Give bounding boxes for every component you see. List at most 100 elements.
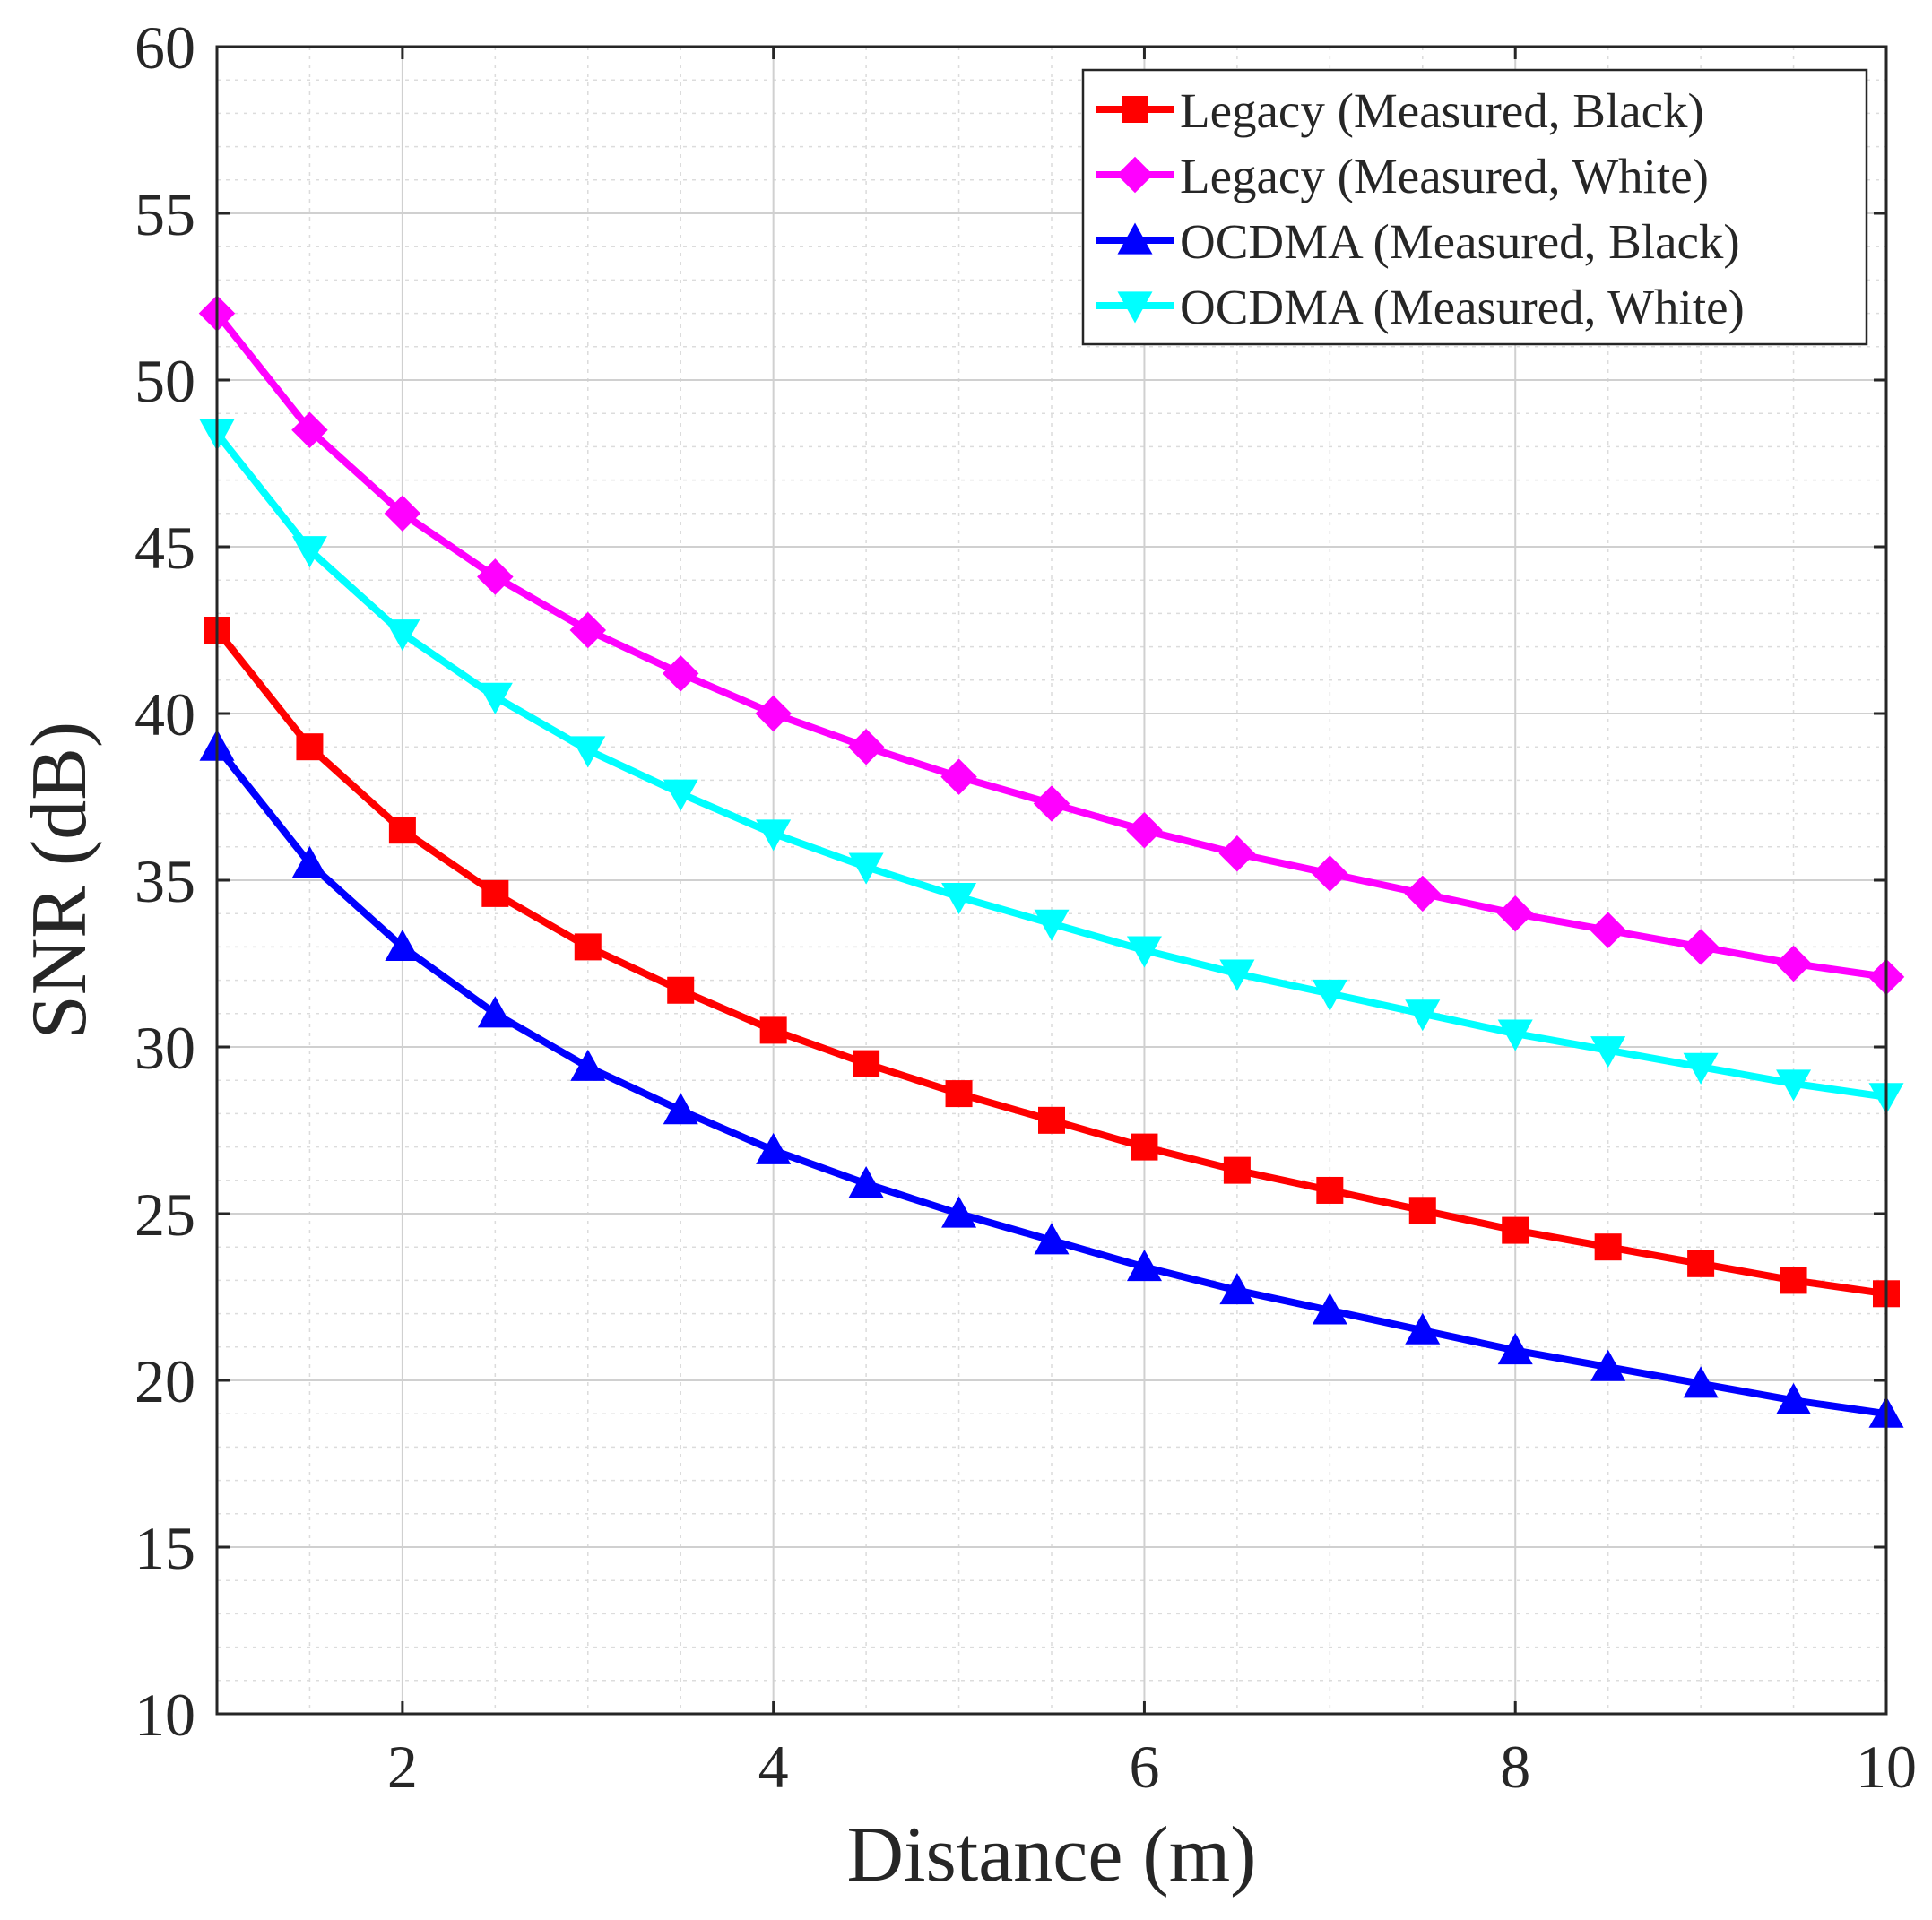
data-point <box>1776 1069 1812 1102</box>
legend-item: Legacy (Measured, White) <box>1096 149 1709 203</box>
data-point <box>291 411 328 449</box>
data-point <box>1219 1273 1255 1305</box>
data-point <box>853 1050 880 1077</box>
legend-item: OCDMA (Measured, White) <box>1096 280 1745 334</box>
data-point <box>759 1016 787 1044</box>
y-tick-label: 15 <box>134 1514 195 1582</box>
data-point <box>1594 1233 1622 1261</box>
data-point <box>1034 909 1070 941</box>
series-ocdma-measured-white <box>199 419 1904 1115</box>
legend: Legacy (Measured, Black) Legacy (Measured… <box>1081 68 1868 346</box>
y-tick-label: 20 <box>134 1347 195 1415</box>
y-tick-label: 60 <box>134 13 195 82</box>
data-point <box>1496 895 1534 932</box>
x-tick-label: 4 <box>758 1733 789 1801</box>
data-point <box>1126 1250 1162 1282</box>
data-point <box>570 736 606 768</box>
y-tick-label: 25 <box>134 1181 195 1249</box>
y-tick-label: 40 <box>134 680 195 748</box>
legend-item: Legacy (Measured, Black) <box>1096 83 1704 138</box>
ticks-layer <box>217 45 1888 1716</box>
data-point <box>296 733 324 761</box>
triangle-up-marker <box>1117 222 1153 255</box>
data-point <box>848 852 884 885</box>
data-point <box>1590 1349 1626 1381</box>
data-point <box>1687 1250 1715 1277</box>
series-legacy-measured-black <box>204 617 1900 1308</box>
data-point <box>1312 979 1347 1011</box>
y-tick-labels: 10 15 20 25 30 35 40 45 50 55 60 <box>134 13 195 1749</box>
y-tick-label: 30 <box>134 1014 195 1082</box>
data-point <box>667 976 695 1004</box>
data-point <box>574 933 602 961</box>
data-point <box>1131 1133 1158 1161</box>
data-point <box>1034 1223 1070 1255</box>
triangle-down-marker <box>1117 291 1153 324</box>
data-point <box>1316 1176 1344 1204</box>
data-point <box>1408 1197 1436 1224</box>
data-point <box>1312 1293 1347 1325</box>
data-point <box>1683 1052 1719 1085</box>
data-point <box>663 1093 698 1125</box>
data-point <box>1033 785 1070 822</box>
data-point <box>477 558 514 595</box>
data-point <box>1776 1382 1812 1414</box>
data-point <box>1780 1267 1807 1294</box>
data-point <box>662 655 699 692</box>
data-point <box>291 536 327 568</box>
diamond-marker <box>1116 156 1154 194</box>
data-point <box>1682 929 1720 965</box>
y-axis-title: SNR (dB) <box>16 722 103 1040</box>
data-point <box>477 682 513 714</box>
data-point <box>1497 1333 1533 1365</box>
data-point <box>940 758 977 795</box>
legend-label: Legacy (Measured, White) <box>1180 149 1709 203</box>
data-point <box>1126 811 1163 849</box>
data-point <box>1775 945 1812 982</box>
data-point <box>477 996 513 1028</box>
data-point <box>569 611 607 649</box>
legend-box <box>1081 68 1868 346</box>
y-tick-label: 45 <box>134 514 195 582</box>
x-tick-label: 2 <box>387 1733 418 1801</box>
data-point <box>1590 1036 1626 1068</box>
x-tick-label: 6 <box>1129 1733 1159 1801</box>
data-point <box>1219 959 1255 991</box>
legend-label: OCDMA (Measured, White) <box>1180 280 1745 334</box>
data-point <box>1038 1106 1065 1134</box>
data-point <box>1590 912 1626 949</box>
data-point <box>570 1049 606 1081</box>
data-point <box>1405 1312 1441 1345</box>
data-point <box>1404 875 1442 912</box>
series-layer <box>198 295 1905 1428</box>
data-point <box>663 779 698 811</box>
data-point <box>756 819 792 852</box>
data-point <box>388 817 416 844</box>
x-axis-title: Distance (m) <box>847 1812 1257 1898</box>
data-point <box>847 728 885 765</box>
y-tick-label: 10 <box>134 1681 195 1749</box>
data-point <box>941 883 977 915</box>
data-point <box>385 929 420 961</box>
series-legacy-measured-white <box>198 295 1905 996</box>
y-tick-label: 35 <box>134 847 195 915</box>
data-point <box>384 495 421 532</box>
data-point <box>481 879 509 907</box>
data-point <box>1497 1019 1533 1051</box>
data-point <box>755 695 792 732</box>
series-ocdma-measured-black <box>199 729 1904 1428</box>
data-point <box>1223 1156 1251 1184</box>
data-point <box>1126 936 1162 968</box>
data-point <box>385 619 420 652</box>
legend-label: OCDMA (Measured, Black) <box>1180 214 1740 269</box>
data-point <box>848 1166 884 1198</box>
y-tick-label: 50 <box>134 347 195 415</box>
data-point <box>1683 1366 1719 1398</box>
data-point <box>756 1132 792 1164</box>
data-point <box>941 1196 977 1228</box>
data-point <box>1312 855 1348 892</box>
legend-label: Legacy (Measured, Black) <box>1180 83 1704 138</box>
x-tick-label: 10 <box>1856 1733 1917 1801</box>
square-marker <box>1122 96 1148 123</box>
